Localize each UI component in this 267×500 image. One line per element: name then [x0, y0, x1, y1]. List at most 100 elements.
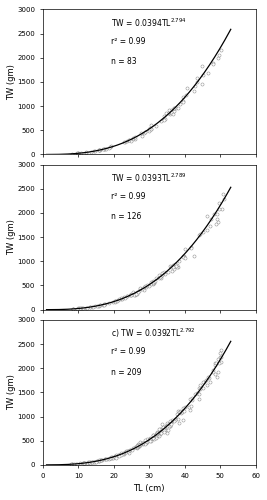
Point	[195, 74, 199, 82]
Point	[117, 451, 121, 459]
Point	[215, 372, 219, 380]
Point	[139, 440, 143, 448]
Point	[169, 420, 173, 428]
Point	[92, 147, 96, 155]
Point	[134, 444, 138, 452]
Point	[216, 218, 221, 226]
Point	[189, 243, 193, 251]
Point	[111, 298, 115, 306]
Point	[97, 301, 102, 309]
Y-axis label: TW (gm): TW (gm)	[7, 64, 16, 100]
Point	[93, 458, 97, 466]
Point	[126, 446, 130, 454]
Point	[168, 418, 172, 426]
Point	[74, 460, 78, 468]
Point	[69, 150, 74, 158]
Point	[170, 267, 174, 275]
Point	[121, 450, 126, 458]
Point	[197, 380, 202, 388]
Point	[198, 386, 202, 394]
Point	[189, 402, 193, 410]
Point	[217, 198, 221, 206]
Point	[147, 124, 152, 132]
Point	[141, 439, 145, 447]
Point	[103, 300, 107, 308]
Point	[76, 304, 81, 312]
Point	[176, 408, 180, 416]
Point	[155, 430, 160, 438]
Point	[123, 294, 127, 302]
Point	[97, 456, 102, 464]
Point	[145, 438, 149, 446]
Point	[97, 457, 102, 465]
Point	[121, 294, 125, 302]
Point	[109, 454, 113, 462]
Point	[154, 434, 158, 442]
Point	[117, 451, 121, 459]
Point	[110, 454, 114, 462]
Point	[216, 368, 221, 376]
Point	[107, 454, 112, 462]
Point	[196, 389, 201, 397]
Point	[140, 132, 144, 140]
Point	[144, 281, 149, 289]
Point	[81, 460, 85, 468]
Point	[76, 150, 80, 158]
Point	[172, 416, 177, 424]
Point	[80, 304, 84, 312]
Point	[152, 435, 156, 443]
Point	[222, 194, 226, 202]
Point	[99, 456, 103, 464]
Point	[154, 434, 158, 442]
Point	[137, 442, 141, 450]
Point	[138, 286, 142, 294]
Point	[162, 268, 166, 276]
Point	[168, 417, 172, 425]
Point	[127, 136, 131, 144]
Point	[154, 430, 158, 438]
Point	[131, 134, 135, 142]
Point	[195, 390, 199, 398]
Point	[175, 260, 179, 268]
Point	[168, 262, 172, 270]
Point	[219, 46, 223, 54]
Point	[211, 60, 215, 68]
Point	[192, 87, 196, 95]
Point	[102, 146, 107, 154]
Point	[147, 126, 151, 134]
Point	[148, 436, 152, 444]
Point	[177, 257, 182, 265]
Point	[184, 92, 188, 100]
Point	[208, 222, 212, 230]
Point	[174, 262, 179, 270]
Point	[131, 135, 135, 143]
Point	[180, 98, 185, 106]
Point	[198, 230, 202, 238]
Point	[168, 110, 172, 118]
Point	[159, 429, 163, 437]
Point	[197, 232, 202, 239]
Point	[93, 148, 97, 156]
Point	[125, 137, 129, 145]
Point	[121, 450, 125, 458]
Point	[111, 454, 115, 462]
Point	[163, 116, 167, 124]
Point	[159, 117, 163, 125]
Point	[142, 128, 147, 136]
Point	[84, 304, 88, 312]
Point	[151, 279, 155, 287]
Point	[197, 395, 201, 403]
Point	[162, 116, 166, 124]
Point	[123, 138, 127, 146]
Point	[97, 302, 101, 310]
Point	[168, 422, 172, 430]
Point	[167, 109, 172, 117]
Point	[154, 274, 158, 282]
Point	[102, 300, 106, 308]
Point	[168, 108, 173, 116]
Point	[113, 454, 117, 462]
Point	[143, 282, 148, 290]
Point	[70, 305, 75, 313]
Point	[156, 431, 160, 439]
Point	[137, 442, 141, 450]
